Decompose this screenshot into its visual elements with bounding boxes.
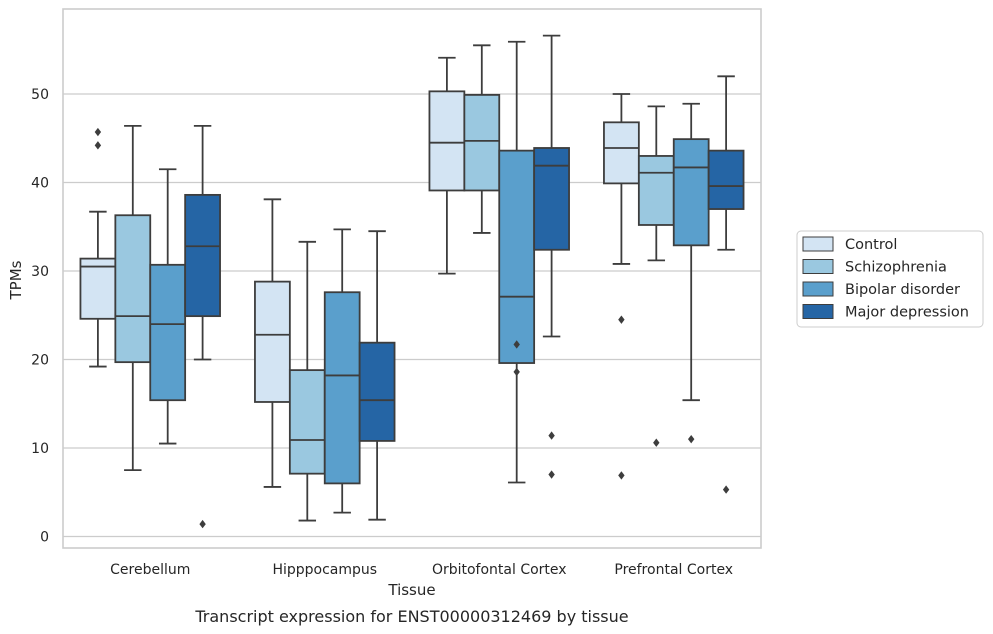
box xyxy=(603,121,640,185)
x-tick-label: Orbitofontal Cortex xyxy=(432,562,567,578)
legend: Control Schizophrenia Bipolar disorder Majo… xyxy=(796,230,984,328)
box-group xyxy=(149,168,187,445)
outlier-point xyxy=(653,438,660,447)
box-group xyxy=(323,228,361,514)
box-group xyxy=(288,240,326,522)
box xyxy=(288,369,326,475)
box xyxy=(637,155,675,226)
x-tick-label: Hipppocampus xyxy=(272,562,377,578)
outlier-point xyxy=(513,340,520,349)
box xyxy=(184,193,221,318)
outlier-point xyxy=(548,470,555,479)
box-group xyxy=(672,102,710,444)
y-axis-ticks: 0 10 20 30 40 50 xyxy=(31,87,49,546)
box xyxy=(323,291,361,485)
box-group xyxy=(428,56,466,275)
box-group xyxy=(254,198,291,488)
y-tick-label: 0 xyxy=(40,530,49,546)
box-group xyxy=(533,34,570,479)
legend-swatch xyxy=(802,304,834,319)
box-group xyxy=(498,40,536,484)
outlier-point xyxy=(513,367,520,377)
box-group xyxy=(603,93,640,480)
outlier-point xyxy=(618,315,625,324)
box-group xyxy=(637,105,675,447)
box xyxy=(672,138,710,247)
outlier-point xyxy=(688,434,695,444)
chart-caption: Transcript expression for ENST0000031246… xyxy=(194,607,628,626)
legend-label: Schizophrenia xyxy=(845,260,947,276)
outlier-point xyxy=(94,127,102,137)
box-group xyxy=(358,230,396,521)
legend-swatch xyxy=(802,259,834,274)
legend-swatch xyxy=(802,281,834,297)
x-tick-label: Cerebellum xyxy=(110,562,190,578)
x-axis-title: Tissue xyxy=(387,581,435,599)
legend-label: Major depression xyxy=(845,305,969,321)
box-group xyxy=(463,44,501,234)
x-axis-ticks: Cerebellum Hipppocampus Orbitofontal Corte… xyxy=(110,562,733,578)
legend-items: Control Schizophrenia Bipolar disorder Majo… xyxy=(802,236,969,321)
outlier-point xyxy=(199,519,206,529)
outlier-point xyxy=(548,431,555,440)
outlier-point xyxy=(722,485,730,494)
box xyxy=(707,149,745,210)
legend-label: Bipolar disorder xyxy=(845,282,960,298)
legend-label: Control xyxy=(845,237,897,253)
y-tick-label: 40 xyxy=(31,176,49,192)
y-tick-label: 20 xyxy=(31,353,49,369)
box-group xyxy=(79,127,117,368)
box xyxy=(114,214,152,364)
outlier-point xyxy=(618,471,625,480)
box-group xyxy=(114,124,152,472)
box-group xyxy=(184,124,221,529)
plot-frame xyxy=(62,8,762,549)
box xyxy=(533,147,570,251)
y-axis-title: TPMs xyxy=(7,260,25,300)
box xyxy=(358,341,396,442)
y-tick-label: 30 xyxy=(31,264,49,280)
boxes xyxy=(79,34,745,529)
outlier-point xyxy=(94,141,102,150)
box xyxy=(428,90,466,192)
legend-swatch xyxy=(802,236,834,252)
box-group xyxy=(707,75,745,494)
box xyxy=(463,93,501,192)
box xyxy=(149,263,187,402)
box xyxy=(498,149,536,364)
x-tick-label: Prefrontal Cortex xyxy=(614,562,733,578)
y-tick-label: 10 xyxy=(31,441,49,457)
box xyxy=(254,280,291,403)
box xyxy=(79,257,117,320)
y-tick-label: 50 xyxy=(31,87,49,103)
legend-frame xyxy=(796,230,984,328)
